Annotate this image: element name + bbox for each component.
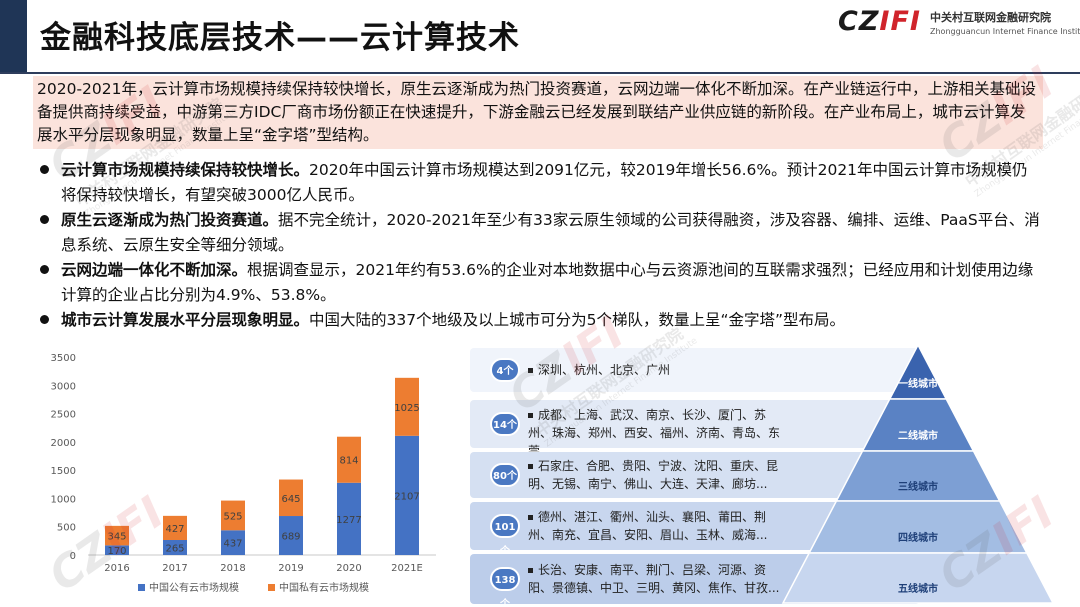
bullet-dot [40, 265, 49, 274]
tier-count-badge: 138个 [490, 567, 520, 607]
bar-segment [337, 482, 361, 555]
logo-mark: CZIFI [838, 6, 921, 37]
x-tick-label: 2019 [278, 563, 303, 574]
tier-city-list: 长治、安康、南平、荆门、吕梁、河源、资阳、景德镇、中卫、三明、黄冈、焦作、甘孜.… [528, 563, 780, 595]
chart-svg: 0 500 1000 1500 2000 2500 3000 3500 170 345 2016 26… [51, 353, 436, 594]
header-accent-bar [0, 0, 27, 72]
y-tick-label: 1500 [51, 466, 76, 477]
x-tick-label: 2020 [336, 563, 361, 574]
bullet-square [528, 464, 533, 469]
data-label: 814 [339, 456, 358, 467]
bullet-square [528, 568, 533, 573]
institute-logo: CZIFI 中关村互联网金融研究院 Zhongguancun Internet … [838, 6, 1080, 46]
bar-segment [221, 500, 245, 531]
summary-box: 2020-2021年，云计算市场规模持续保持较快增长，原生云逐渐成为热门投资赛道… [33, 76, 1043, 149]
bullet-dot [40, 165, 49, 174]
bullet-square [528, 515, 533, 520]
data-label: 689 [281, 532, 300, 543]
bullet-item: 原生云逐渐成为热门投资赛道。据不完全统计，2020-2021年至少有33家云原生… [40, 208, 1040, 257]
x-tick-label: 2017 [162, 563, 187, 574]
bullet-item: 云计算市场规模持续保持较快增长。2020年中国云计算市场规模达到2091亿元，较… [40, 158, 1040, 207]
pyramid-level [835, 450, 1001, 502]
data-label: 645 [281, 494, 300, 505]
bar-segment [279, 516, 303, 555]
data-label: 427 [165, 524, 184, 535]
tier-city-list: 成都、上海、武汉、南京、长沙、厦门、苏州、珠海、郑州、西安、福州、济南、青岛、东… [528, 408, 781, 458]
tier-band [470, 400, 920, 448]
header-divider [0, 72, 1080, 74]
bar-segment [163, 515, 187, 541]
bar-segment [105, 525, 129, 546]
legend-swatch [138, 584, 145, 591]
bar-segment [337, 436, 361, 483]
pyramid-level-label: 四线城市 [898, 531, 938, 544]
y-tick-label: 3500 [51, 353, 76, 364]
logo-english-name: Zhongguancun Internet Finance Institute [930, 27, 1080, 36]
bar-segment [105, 545, 129, 555]
y-tick-label: 3000 [51, 381, 76, 392]
bar-segment [279, 479, 303, 517]
tier-city-list: 德州、湛江、衢州、汕头、襄阳、莆田、荆州、南充、宜昌、安阳、眉山、玉林、威海..… [528, 510, 768, 542]
tier-city-list: 石家庄、合肥、贵阳、宁波、沈阳、重庆、昆明、无锡、南宁、佛山、大连、天津、廊坊.… [528, 459, 779, 491]
data-label: 1025 [394, 403, 419, 414]
legend-swatch [268, 584, 275, 591]
data-label: 345 [107, 532, 126, 543]
pyramid-level [888, 343, 948, 400]
y-tick-label: 0 [70, 551, 76, 562]
pyramid-level [807, 500, 1029, 554]
data-label: 2107 [394, 491, 419, 502]
logo-chinese-name: 中关村互联网金融研究院 [930, 11, 1051, 24]
data-label: 525 [223, 511, 242, 522]
tier-item: 101个 德州、湛江、衢州、汕头、襄阳、莆田、荆州、南充、宜昌、安阳、眉山、玉林、… [470, 502, 920, 557]
bar-segment [395, 435, 419, 555]
pyramid-level [781, 552, 1055, 604]
data-label: 437 [223, 539, 242, 550]
bar-segment [221, 530, 245, 555]
bullet-item: 云网边端一体化不断加深。根据调查显示，2021年约有53.6%的企业对本地数据中… [40, 258, 1040, 307]
cloud-market-chart: 0 500 1000 1500 2000 2500 3000 3500 170 345 2016 26… [40, 345, 450, 600]
bullet-dot [40, 215, 49, 224]
bar-segment [395, 377, 419, 436]
x-tick-label: 2021E [391, 563, 423, 574]
tier-count-badge: 101个 [490, 514, 520, 557]
bullet-dot [40, 315, 49, 324]
y-tick-label: 2000 [51, 438, 76, 449]
tier-count-badge: 80个 [490, 463, 520, 487]
pyramid-level-label: 一线城市 [898, 377, 938, 390]
city-tier-panel: 4个 深圳、杭州、北京、广州 14个 成都、上海、武汉、南京、长沙、厦门、苏州、珠海、… [470, 343, 1066, 607]
legend-label: 中国公有云市场规模 [149, 581, 239, 594]
y-tick-label: 2500 [51, 410, 76, 421]
tier-item: 4个 深圳、杭州、北京、广州 [470, 348, 920, 392]
page-title: 金融科技底层技术——云计算技术 [40, 20, 520, 56]
bullet-square [528, 368, 533, 373]
tier-count-badge: 4个 [490, 358, 520, 382]
tier-band [470, 348, 920, 392]
bullet-list: 云计算市场规模持续保持较快增长。2020年中国云计算市场规模达到2091亿元，较… [40, 158, 1040, 334]
pyramid-level [861, 398, 975, 452]
pyramid-level-label: 三线城市 [898, 480, 938, 493]
data-label: 170 [107, 546, 126, 557]
x-tick-label: 2018 [220, 563, 245, 574]
data-label: 1277 [336, 515, 361, 526]
y-tick-label: 1000 [51, 494, 76, 505]
bullet-item: 城市云计算发展水平分层现象明显。中国大陆的337个地级及以上城市可分为5个梯队，… [40, 308, 1040, 333]
x-tick-label: 2016 [104, 563, 129, 574]
tier-item: 138个 长治、安康、南平、荆门、吕梁、河源、资阳、景德镇、中卫、三明、黄冈、焦作… [470, 554, 920, 607]
legend-label: 中国私有云市场规模 [279, 581, 369, 594]
tier-city-list: 深圳、杭州、北京、广州 [528, 361, 788, 379]
tier-count-badge: 14个 [490, 412, 520, 436]
y-tick-label: 500 [57, 523, 76, 534]
pyramid-level-label: 五线城市 [898, 582, 938, 595]
tier-item: 80个 石家庄、合肥、贵阳、宁波、沈阳、重庆、昆明、无锡、南宁、佛山、大连、天津、… [470, 452, 920, 498]
pyramid-level-label: 二线城市 [898, 429, 938, 442]
data-label: 265 [165, 544, 184, 555]
bar-segment [163, 540, 187, 555]
tier-item: 14个 成都、上海、武汉、南京、长沙、厦门、苏州、珠海、郑州、西安、福州、济南、青… [470, 400, 920, 458]
bullet-square [528, 413, 533, 418]
